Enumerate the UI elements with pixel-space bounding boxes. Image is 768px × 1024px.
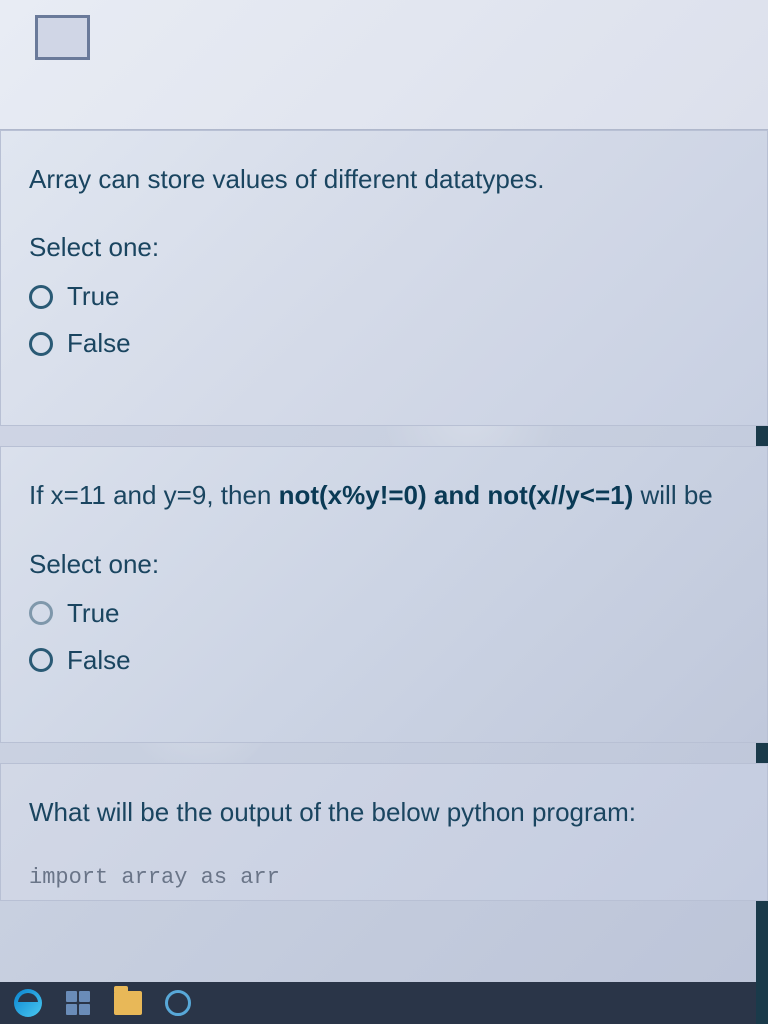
- radio-icon[interactable]: [29, 332, 53, 356]
- edge-browser-icon[interactable]: [12, 987, 44, 1019]
- radio-icon[interactable]: [29, 601, 53, 625]
- option-true-row[interactable]: True: [29, 281, 739, 312]
- question-2-text: If x=11 and y=9, then not(x%y!=0) and no…: [29, 477, 739, 513]
- question-3-text: What will be the output of the below pyt…: [29, 794, 739, 830]
- question-card-3: What will be the output of the below pyt…: [0, 763, 768, 901]
- option-false-label: False: [67, 328, 131, 359]
- option-false-row[interactable]: False: [29, 645, 739, 676]
- q2-bold: not(x%y!=0) and not(x//y<=1): [279, 480, 634, 510]
- option-true-label: True: [67, 281, 120, 312]
- radio-icon[interactable]: [29, 285, 53, 309]
- option-true-row[interactable]: True: [29, 598, 739, 629]
- option-true-label: True: [67, 598, 120, 629]
- option-false-label: False: [67, 645, 131, 676]
- windows-taskbar: [0, 982, 756, 1024]
- question-card-1: Array can store values of different data…: [0, 130, 768, 426]
- checkbox-partial[interactable]: [35, 15, 90, 60]
- question-card-2: If x=11 and y=9, then not(x%y!=0) and no…: [0, 446, 768, 742]
- select-one-label: Select one:: [29, 549, 739, 580]
- select-one-label: Select one:: [29, 232, 739, 263]
- q2-prefix: If x=11 and y=9, then: [29, 480, 279, 510]
- option-false-row[interactable]: False: [29, 328, 739, 359]
- radio-icon[interactable]: [29, 648, 53, 672]
- question-1-text: Array can store values of different data…: [29, 161, 739, 197]
- code-snippet: import array as arr: [29, 865, 739, 890]
- folder-icon[interactable]: [112, 987, 144, 1019]
- top-partial-section: [0, 0, 768, 130]
- files-icon[interactable]: [62, 987, 94, 1019]
- q2-suffix: will be: [633, 480, 712, 510]
- cortana-icon[interactable]: [162, 987, 194, 1019]
